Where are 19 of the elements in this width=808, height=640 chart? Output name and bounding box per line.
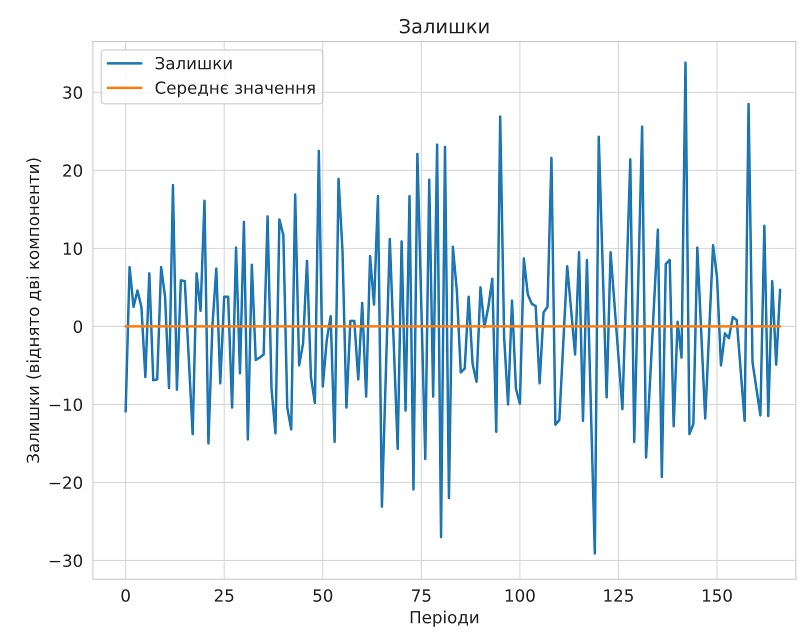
- chart-title: Залишки: [400, 18, 488, 34]
- y-tick-label: −10: [50, 398, 82, 411]
- y-tick-label: 10: [64, 242, 82, 255]
- x-tick-label: 125: [604, 589, 633, 602]
- y-tick-label: −30: [50, 554, 82, 568]
- x-tick-label: 75: [412, 589, 430, 602]
- x-tick-label: 0: [121, 589, 130, 602]
- y-tick-label: 30: [63, 86, 82, 99]
- y-axis-title: Залишки (віднято дві компоненти): [26, 158, 42, 463]
- y-tick-label: 20: [63, 164, 82, 177]
- y-tick-label: −20: [50, 476, 82, 490]
- y-tick-label: 0: [74, 320, 82, 333]
- x-tick-label: 25: [214, 589, 234, 602]
- legend-label: Середнє значення: [156, 81, 315, 98]
- x-axis-title: Періоди: [410, 610, 478, 627]
- x-tick-label: 50: [313, 589, 332, 602]
- x-tick-label: 150: [702, 589, 732, 602]
- legend-label: Залишки: [156, 56, 232, 70]
- x-tick-label: 100: [506, 589, 535, 602]
